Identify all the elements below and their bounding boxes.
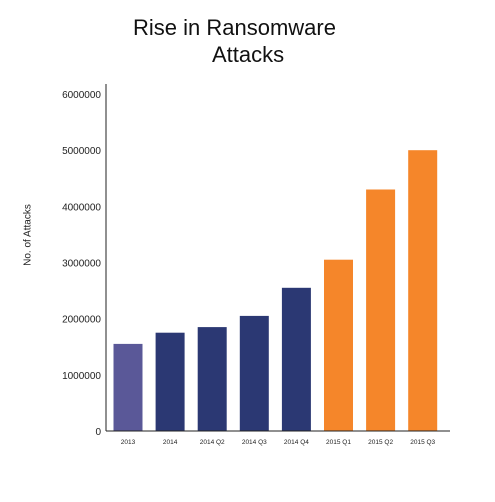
y-tick-label-0: 0 <box>95 427 101 438</box>
x-tick-label-1: 2014 <box>163 439 178 446</box>
x-tick-label-3: 2014 Q3 <box>242 439 267 446</box>
y-axis-ticks: 0 1000000 2000000 3000000 4000000 5000000 6000… <box>62 90 101 438</box>
bar-3 <box>239 315 269 431</box>
bar-4 <box>281 287 311 431</box>
x-tick-label-5: 2015 Q1 <box>326 439 351 446</box>
bar-2 <box>197 327 227 431</box>
chart-title-line-1: Rise in Ransomware <box>133 15 336 40</box>
bar-7 <box>408 150 438 431</box>
x-tick-label-0: 2013 <box>121 439 136 446</box>
y-tick-label-6: 6000000 <box>62 90 101 101</box>
x-tick-label-7: 2015 Q3 <box>410 439 435 446</box>
y-tick-label-3: 3000000 <box>62 259 101 270</box>
bar-1 <box>155 332 185 431</box>
x-axis-ticks: 2013 2014 2014 Q2 2014 Q3 2014 Q4 2015 Q1 2015… <box>121 439 436 446</box>
chart-title-line-2: Attacks <box>212 42 285 67</box>
bar-0 <box>113 343 143 431</box>
y-tick-label-5: 5000000 <box>62 146 101 157</box>
bars <box>113 150 438 431</box>
y-tick-label-1: 1000000 <box>62 371 101 382</box>
y-tick-label-4: 4000000 <box>62 202 101 213</box>
x-tick-label-2: 2014 Q2 <box>200 439 225 446</box>
bar-5 <box>324 259 353 431</box>
bar-6 <box>366 189 396 431</box>
x-tick-label-6: 2015 Q2 <box>368 439 393 446</box>
x-tick-label-4: 2014 Q4 <box>284 439 309 446</box>
y-tick-label-2: 2000000 <box>62 315 101 326</box>
